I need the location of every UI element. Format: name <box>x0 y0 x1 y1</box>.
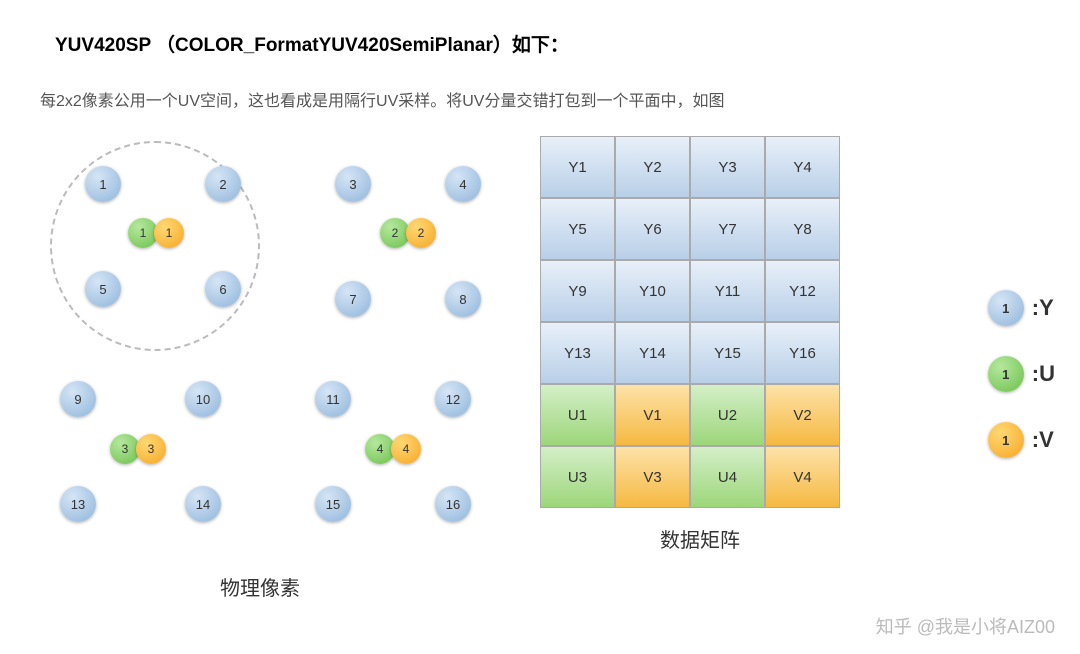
matrix-cell: Y7 <box>690 198 765 260</box>
matrix-cell: V4 <box>765 446 840 508</box>
y-pixel: 5 <box>85 271 121 307</box>
legend-y: 1 :Y <box>988 290 1055 326</box>
y-pixel: 11 <box>315 381 351 417</box>
y-pixel: 10 <box>185 381 221 417</box>
v-pixel: 2 <box>406 218 436 248</box>
legend-y-circle: 1 <box>988 290 1024 326</box>
y-pixel: 6 <box>205 271 241 307</box>
matrix-cell: Y1 <box>540 136 615 198</box>
page-title: YUV420SP （COLOR_FormatYUV420SemiPlanar）如… <box>55 30 1040 57</box>
y-pixel: 3 <box>335 166 371 202</box>
y-pixel: 2 <box>205 166 241 202</box>
subtitle: 每2x2像素公用一个UV空间，这也看成是用隔行UV采样。将UV分量交错打包到一个… <box>40 87 1040 111</box>
matrix-cell: U2 <box>690 384 765 446</box>
y-pixel: 14 <box>185 486 221 522</box>
legend-u: 1 :U <box>988 356 1055 392</box>
matrix-cell: V2 <box>765 384 840 446</box>
data-matrix-panel: Y1Y2Y3Y4Y5Y6Y7Y8Y9Y10Y11Y12Y13Y14Y15Y16U… <box>540 136 860 508</box>
matrix-cell: Y14 <box>615 322 690 384</box>
matrix-cell: Y9 <box>540 260 615 322</box>
y-pixel: 12 <box>435 381 471 417</box>
matrix-cell: Y13 <box>540 322 615 384</box>
matrix-cell: Y6 <box>615 198 690 260</box>
legend-v-label: :V <box>1032 427 1054 453</box>
data-matrix-grid: Y1Y2Y3Y4Y5Y6Y7Y8Y9Y10Y11Y12Y13Y14Y15Y16U… <box>540 136 860 508</box>
physical-label: 物理像素 <box>40 572 480 601</box>
main-content: 物理像素 1234567891011121314151611223344 Y1Y… <box>40 136 1040 556</box>
legend-u-label: :U <box>1032 361 1055 387</box>
y-pixel: 8 <box>445 281 481 317</box>
matrix-cell: U1 <box>540 384 615 446</box>
legend: 1 :Y 1 :U 1 :V <box>988 290 1055 458</box>
matrix-cell: Y10 <box>615 260 690 322</box>
physical-pixels-panel: 物理像素 1234567891011121314151611223344 <box>40 136 480 556</box>
matrix-cell: V1 <box>615 384 690 446</box>
v-pixel: 3 <box>136 434 166 464</box>
matrix-cell: Y12 <box>765 260 840 322</box>
y-pixel: 1 <box>85 166 121 202</box>
matrix-cell: Y15 <box>690 322 765 384</box>
legend-y-label: :Y <box>1032 295 1054 321</box>
y-pixel: 13 <box>60 486 96 522</box>
matrix-cell: U3 <box>540 446 615 508</box>
matrix-cell: Y3 <box>690 136 765 198</box>
matrix-label: 数据矩阵 <box>540 524 860 553</box>
matrix-cell: V3 <box>615 446 690 508</box>
y-pixel: 4 <box>445 166 481 202</box>
legend-v-circle: 1 <box>988 422 1024 458</box>
matrix-cell: Y2 <box>615 136 690 198</box>
matrix-cell: Y8 <box>765 198 840 260</box>
legend-v: 1 :V <box>988 422 1055 458</box>
matrix-cell: Y16 <box>765 322 840 384</box>
y-pixel: 15 <box>315 486 351 522</box>
matrix-cell: Y5 <box>540 198 615 260</box>
legend-u-circle: 1 <box>988 356 1024 392</box>
y-pixel: 16 <box>435 486 471 522</box>
matrix-cell: U4 <box>690 446 765 508</box>
matrix-cell: Y4 <box>765 136 840 198</box>
matrix-cell: Y11 <box>690 260 765 322</box>
watermark: 知乎 @我是小将AIZ00 <box>876 613 1055 639</box>
y-pixel: 7 <box>335 281 371 317</box>
y-pixel: 9 <box>60 381 96 417</box>
v-pixel: 1 <box>154 218 184 248</box>
v-pixel: 4 <box>391 434 421 464</box>
